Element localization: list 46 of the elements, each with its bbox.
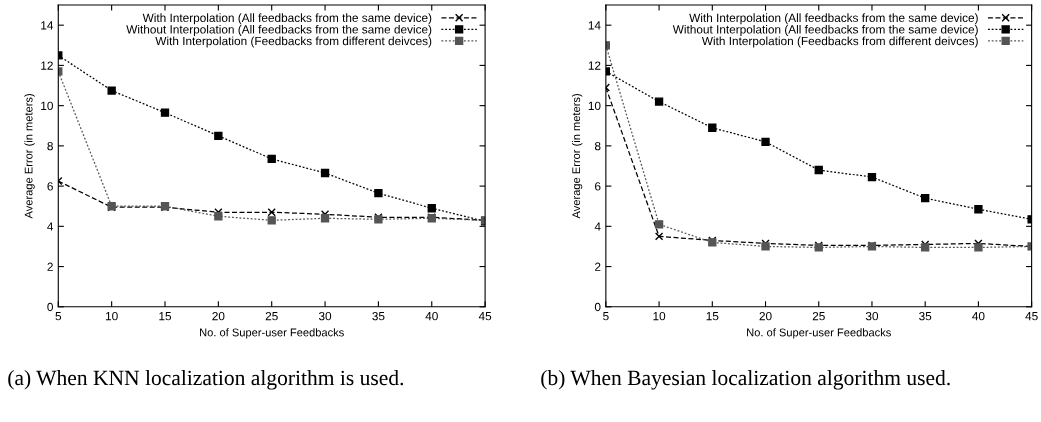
x-tick-label: 30 <box>318 311 332 321</box>
y-tick-label: 6 <box>595 182 601 191</box>
y-tick-label: 12 <box>41 61 53 70</box>
y-tick-label: 8 <box>47 141 53 151</box>
y-tick-label: 10 <box>41 101 53 111</box>
x-axis-title: No. of Super-user Feedbacks <box>747 328 891 339</box>
y-tick-label: 4 <box>594 222 601 231</box>
x-tick-label: 5 <box>603 312 609 321</box>
x-tick-label: 45 <box>1025 312 1038 321</box>
x-tick-label: 15 <box>706 312 719 321</box>
x-axis-title: No. of Super-user Feedbacks <box>200 328 344 339</box>
y-tick-label: 4 <box>47 222 54 231</box>
x-tick-label: 35 <box>919 311 932 321</box>
x-tick-label: 25 <box>265 311 278 321</box>
text: (a) When KNN localization algorithm is used. <box>8 370 404 390</box>
y-tick-label: 14 <box>41 21 54 30</box>
x-tick-label: 20 <box>759 311 772 321</box>
y-tick-label: 6 <box>47 182 53 191</box>
x-tick-label: 10 <box>105 311 118 321</box>
y-tick-label: 0 <box>594 302 601 312</box>
x-tick-label: 35 <box>372 311 385 321</box>
x-tick-label: 15 <box>159 312 172 321</box>
x-tick-label: 45 <box>478 312 492 321</box>
y-tick-label: 8 <box>594 141 601 151</box>
x-tick-label: 20 <box>212 311 225 321</box>
x-tick-label: 40 <box>425 311 438 321</box>
y-axis-title: Average Error (in meters) <box>24 94 35 219</box>
text: (b) When Bayesian localization algorithm used. <box>541 370 950 390</box>
y-tick-label: 12 <box>588 61 601 70</box>
legend-label: Without Interpolation (All feedbacks from the same device) <box>672 24 978 36</box>
y-tick-label: 2 <box>47 262 53 271</box>
x-tick-label: 40 <box>972 311 985 321</box>
legend-label: With Interpolation (Feedbacks from different deivces) <box>155 36 432 48</box>
x-tick-label: 10 <box>653 311 666 321</box>
legend-label: With Interpolation (All feedbacks from the same device) <box>142 13 432 25</box>
y-tick-label: 2 <box>595 262 601 271</box>
x-tick-label: 5 <box>55 312 62 321</box>
x-tick-label: 25 <box>812 311 825 321</box>
x-tick-label: 30 <box>865 311 879 321</box>
legend-label: With Interpolation (Feedbacks from different deivces) <box>701 36 978 48</box>
legend-label: With Interpolation (All feedbacks from the same device) <box>689 13 978 25</box>
legend-label: Without Interpolation (All feedbacks from the same device) <box>126 24 432 36</box>
y-tick-label: 10 <box>588 101 601 111</box>
y-axis-title: Average Error (in meters) <box>571 94 583 219</box>
y-tick-label: 0 <box>47 302 53 312</box>
y-tick-label: 14 <box>588 21 601 30</box>
